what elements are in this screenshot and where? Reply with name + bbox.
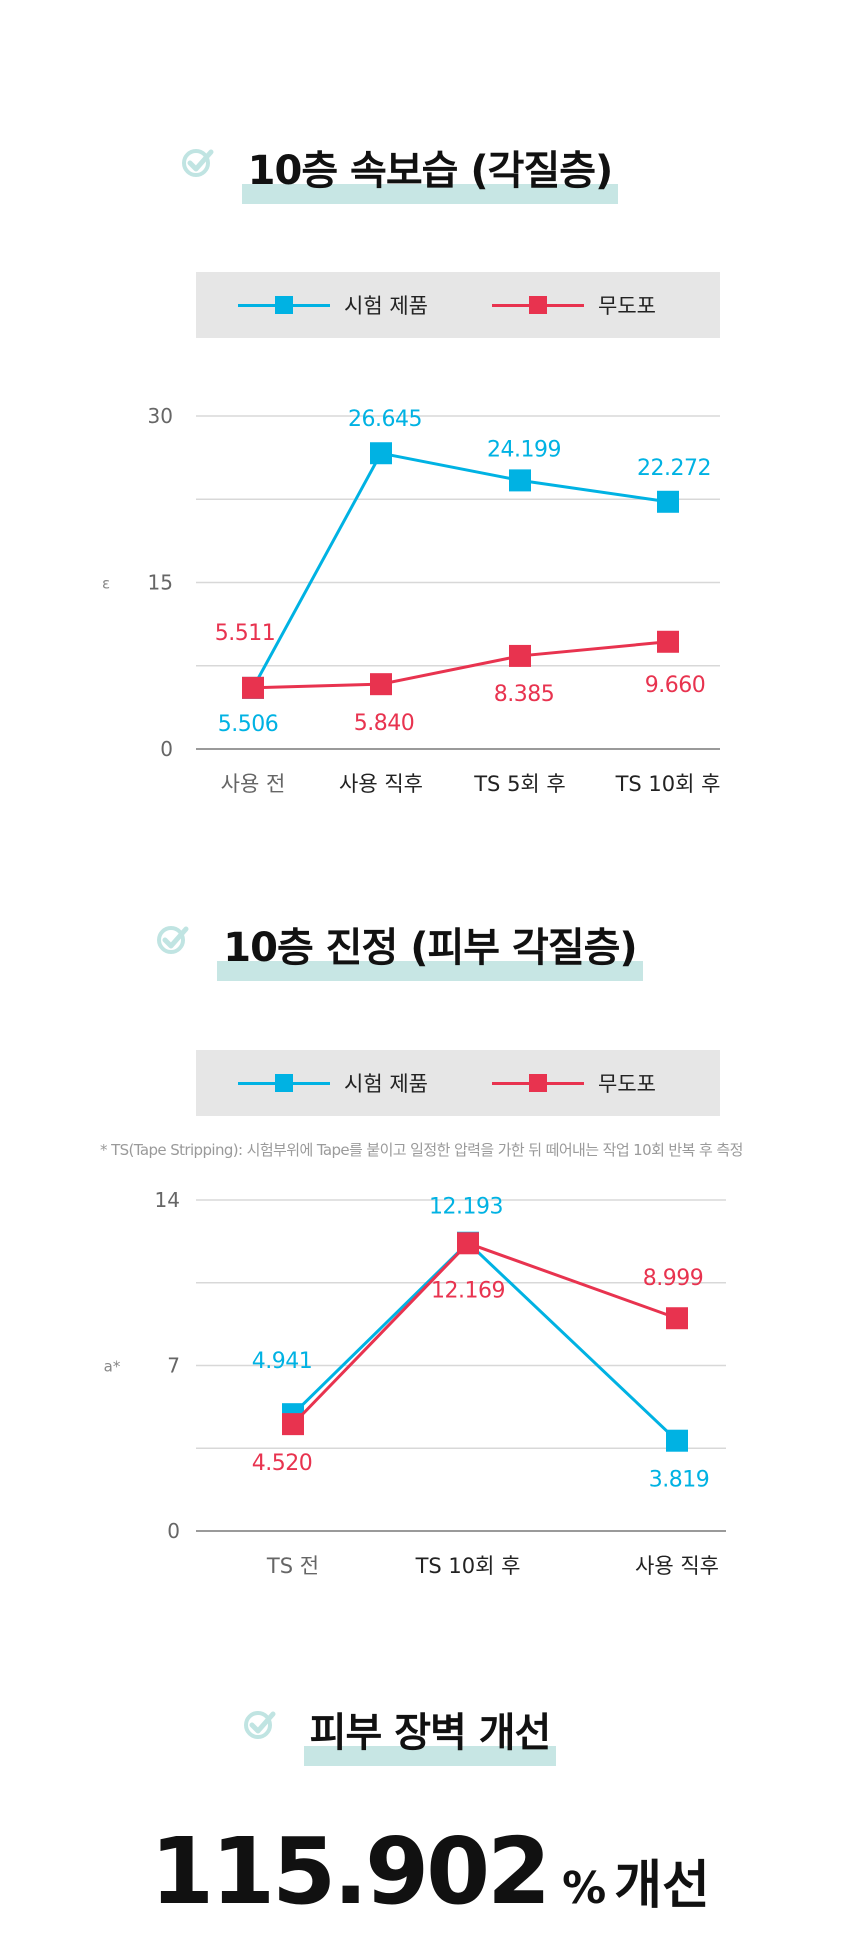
- legend-square-marker-product: [275, 295, 293, 314]
- title-highlight-wrap: 10층 진정 (피부 각질층): [157, 915, 643, 981]
- y-axis-label: ε: [102, 575, 110, 593]
- legend-label-control: 무도포: [598, 294, 656, 318]
- data-point-control: [457, 1232, 479, 1255]
- legend-label-control: 무도포: [598, 1072, 656, 1096]
- data-label: 22.272: [637, 456, 711, 481]
- data-point-control: [509, 644, 531, 667]
- data-label: 3.819: [649, 1468, 709, 1493]
- legend-line-product: [238, 1073, 330, 1092]
- data-point-control: [657, 630, 679, 653]
- data-point-control: [242, 676, 264, 699]
- data-label: 8.999: [643, 1266, 703, 1291]
- data-label: 4.520: [252, 1451, 312, 1476]
- legend-square-marker-product: [275, 1073, 293, 1092]
- section-title-barrier: 피부 장벽 개선: [0, 1700, 860, 1766]
- legend-line-control: [492, 1073, 584, 1092]
- data-label: 8.385: [494, 682, 554, 707]
- check-circle-icon: [243, 1711, 276, 1739]
- legend-square-marker-control: [529, 295, 547, 314]
- chart-legend: 시험 제품 무도포: [196, 272, 720, 338]
- data-label: 4.941: [252, 1349, 312, 1374]
- legend-square-marker-control: [529, 1073, 547, 1092]
- chart-legend: 시험 제품 무도포: [196, 1050, 720, 1116]
- y-tick-label: 30: [148, 404, 173, 428]
- x-tick-label: 사용 직후: [339, 772, 423, 796]
- title-highlight-bar: [217, 961, 643, 981]
- x-tick-label: TS 5회 후: [473, 772, 566, 796]
- data-point-product: [657, 490, 679, 513]
- chart-moisture: 0 15 30 ε 사용 전 사용 직후 TS 5회 후 TS 10회 후 5.506 26.64…: [102, 404, 721, 796]
- data-point-product: [666, 1429, 688, 1452]
- result-value: 115.902: [150, 1818, 551, 1925]
- series-line-control: [291, 1241, 678, 1426]
- y-tick-label: 0: [160, 737, 173, 761]
- series-line-product: [291, 1240, 679, 1442]
- data-point-control: [370, 673, 392, 696]
- y-tick-label: 7: [167, 1354, 180, 1378]
- legend-line-control: [492, 295, 584, 314]
- page-title: 10층 진정 (피부 각질층): [223, 925, 637, 971]
- legend-item-control: 무도포: [492, 1050, 656, 1116]
- data-label: 5.506: [218, 712, 278, 737]
- legend-item-product: 시험 제품: [238, 1050, 428, 1116]
- legend-label-product: 시험 제품: [344, 1072, 428, 1096]
- data-label: 5.511: [215, 621, 275, 646]
- x-tick-label: 사용 전: [221, 772, 286, 796]
- footnote: * TS(Tape Stripping): 시험부위에 Tape를 붙이고 일정…: [100, 1141, 743, 1159]
- data-point-control: [666, 1307, 688, 1330]
- data-point-product: [370, 442, 392, 465]
- check-circle-icon: [181, 149, 214, 177]
- result-statement: 115.902% 개선: [0, 1818, 860, 1925]
- data-point-product: [509, 469, 531, 492]
- chart-soothing: 0 7 14 a* TS 전 TS 10회 후 사용 직후 4.941 12.193 3.819 4…: [104, 1188, 726, 1578]
- x-tick-label: TS 전: [266, 1554, 319, 1578]
- series-line-control: [252, 640, 669, 690]
- data-label: 12.169: [431, 1278, 505, 1303]
- section-title-soothing: 10층 진정 (피부 각질층): [0, 915, 860, 981]
- data-label: 24.199: [487, 437, 561, 462]
- section-title-moisture: 10층 속보습 (각질층): [0, 138, 860, 204]
- data-label: 9.660: [645, 673, 705, 698]
- y-tick-label: 14: [155, 1188, 180, 1212]
- title-highlight-bar: [241, 184, 619, 204]
- x-tick-label: TS 10회 후: [615, 772, 721, 796]
- series-line-product: [251, 451, 669, 689]
- x-tick-label: 사용 직후: [635, 1554, 719, 1578]
- page-title: 피부 장벽 개선: [309, 1710, 552, 1756]
- result-unit: %: [562, 1863, 607, 1914]
- data-label: 5.840: [354, 711, 414, 736]
- page-title: 10층 속보습 (각질층): [247, 148, 614, 194]
- check-circle-icon: [157, 926, 189, 954]
- legend-line-product: [238, 295, 330, 314]
- title-highlight-bar: [303, 1746, 557, 1766]
- y-tick-label: 15: [148, 571, 173, 595]
- legend-item-product: 시험 제품: [238, 272, 428, 338]
- title-highlight-wrap: 피부 장벽 개선: [243, 1700, 557, 1766]
- title-highlight-wrap: 10층 속보습 (각질층): [181, 138, 619, 204]
- data-point-control: [282, 1413, 304, 1436]
- data-label: 26.645: [348, 407, 422, 432]
- legend-item-control: 무도포: [492, 272, 656, 338]
- legend-label-product: 시험 제품: [344, 294, 428, 318]
- y-axis-label: a*: [104, 1358, 121, 1376]
- result-suffix: 개선: [614, 1856, 710, 1916]
- x-tick-label: TS 10회 후: [415, 1554, 521, 1578]
- y-tick-label: 0: [167, 1519, 180, 1543]
- data-label: 12.193: [429, 1195, 503, 1220]
